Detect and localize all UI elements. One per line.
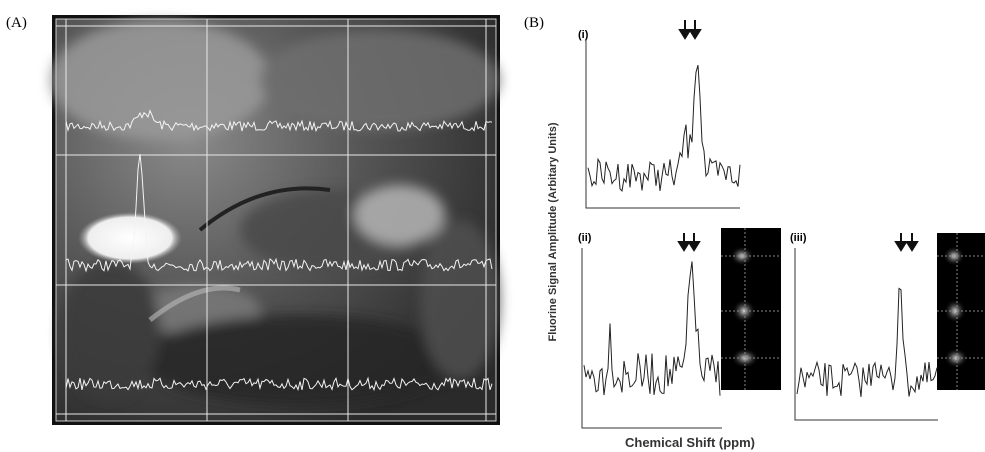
signal-trace [65, 154, 493, 273]
mri-image [50, 15, 500, 425]
spectrum-label: (i) [578, 29, 589, 41]
spectrum-label: (iii) [790, 232, 807, 244]
inset-image [721, 228, 985, 390]
signal-trace [796, 287, 938, 397]
signal-trace [583, 261, 721, 396]
panel-label: (A) [6, 15, 27, 31]
panel-label: (B) [524, 15, 544, 31]
spectrum-axes [581, 40, 938, 429]
x-axis-label: Chemical Shift (ppm) [625, 435, 755, 450]
signal-trace [65, 376, 493, 392]
spectrum-label: (ii) [578, 232, 592, 244]
signal-trace [587, 64, 741, 192]
signal-trace [65, 109, 493, 133]
y-axis-label: Fluorine Signal Amplitude (Arbitary Unit… [547, 122, 559, 341]
peak-arrows [677, 20, 919, 252]
